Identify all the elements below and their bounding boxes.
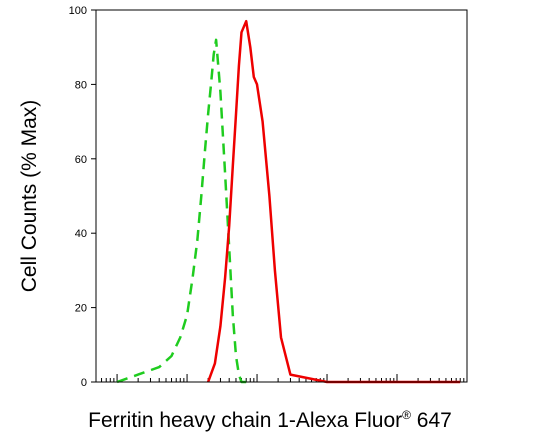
- plot-frame: [95, 9, 468, 383]
- x-axis-title-main: Ferritin heavy chain 1-Alexa Fluor: [88, 409, 402, 432]
- x-axis-ticks: [95, 374, 468, 382]
- y-tick-label: 80: [75, 79, 87, 91]
- solid-series-line: [206, 19, 461, 384]
- dashed-series-line: [116, 38, 247, 384]
- y-tick-label: 20: [75, 303, 87, 315]
- x-axis-title-suffix: 647: [411, 409, 452, 432]
- y-tick-label: 40: [75, 228, 87, 240]
- y-axis-ticks: 0 20 40 60 80 100: [69, 5, 96, 389]
- x-axis-title: Ferritin heavy chain 1-Alexa Fluor® 647: [88, 408, 452, 432]
- y-axis-title: Cell Counts (% Max): [18, 100, 41, 293]
- y-tick-label: 60: [75, 154, 87, 166]
- x-axis-title-sup: ®: [402, 408, 411, 422]
- y-tick-label: 0: [81, 377, 87, 389]
- series-group: [116, 19, 461, 384]
- y-tick-label: 100: [69, 5, 87, 17]
